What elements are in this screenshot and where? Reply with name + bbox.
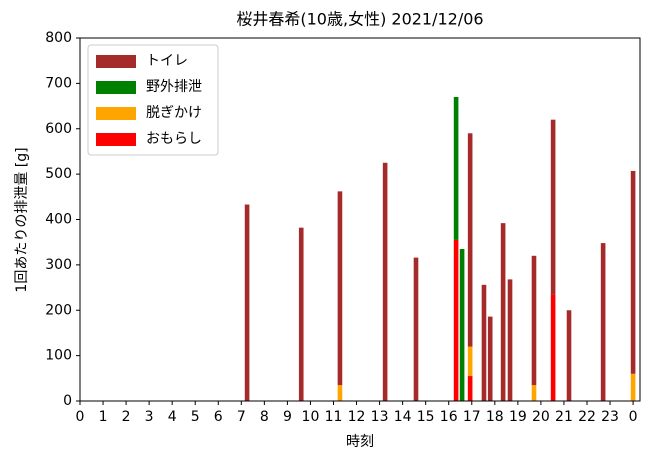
bar-segment [453,239,459,401]
plot-frame [79,37,641,402]
x-tick-label: 13 [371,409,389,425]
bar-segment [467,346,473,377]
x-tick-label: 0 [76,409,85,425]
x-tick-label: 4 [168,409,177,425]
x-tick-label: 1 [99,409,108,425]
bar-segment [413,257,419,401]
x-tick-label: 6 [214,409,223,425]
bar-segment [337,385,343,401]
legend-label: おもらし [146,131,202,147]
bar-segment [467,133,473,347]
bar-segment [630,373,636,401]
y-axis-label: 1回あたりの排泄量 [g] [14,147,30,292]
bar-segment [459,248,465,401]
bar-segment [244,204,250,401]
x-tick-label: 7 [237,409,246,425]
y-tick-label: 700 [45,75,72,91]
x-tick-label: 3 [145,409,154,425]
y-tick-label: 400 [45,212,72,228]
legend-swatch [96,107,136,120]
x-tick-label: 5 [191,409,200,425]
bar-segment [550,119,556,295]
x-tick-label: 20 [532,409,550,425]
chart-title: 桜井春希(10歳,女性) 2021/12/06 [236,10,483,29]
bar-segment [566,310,572,401]
y-tick-label: 200 [45,302,72,318]
x-tick-label: 17 [463,409,481,425]
x-tick-label: 12 [348,409,366,425]
bar-segment [337,191,343,386]
legend-swatch [96,133,136,146]
x-tick-label: 19 [509,409,527,425]
x-tick-label: 2 [122,409,131,425]
x-tick-label: 14 [394,409,412,425]
x-tick-label: 21 [555,409,573,425]
bar-segment [500,223,506,401]
bar-segment [531,385,537,401]
bar-segment [382,162,388,401]
legend-label: 野外排泄 [146,79,202,95]
x-tick-label: 18 [486,409,504,425]
y-tick-label: 500 [45,166,72,182]
legend-swatch [96,55,136,68]
y-tick-label: 0 [63,393,72,409]
bar-segment [550,294,556,401]
x-tick-label: 23 [601,409,619,425]
bar-segment [531,255,537,386]
x-tick-label: 0 [629,409,638,425]
y-tick-label: 600 [45,121,72,137]
y-tick-label: 800 [45,30,72,46]
bar-segment [481,284,487,401]
legend-label: 脱ぎかけ [146,105,202,121]
bar-segment [298,227,304,401]
x-tick-label: 9 [283,409,292,425]
bar-segment [600,243,606,401]
bar-segment [507,279,513,401]
y-tick-label: 100 [45,348,72,364]
x-tick-label: 8 [260,409,269,425]
x-tick-label: 15 [417,409,435,425]
x-tick-label: 16 [440,409,458,425]
legend-label: トイレ [146,53,188,69]
x-tick-label: 11 [325,409,343,425]
bar-segment [630,170,636,374]
legend-swatch [96,81,136,94]
x-tick-label: 22 [578,409,596,425]
bar-segment [467,376,473,401]
x-axis-label: 時刻 [346,434,374,450]
y-tick-label: 300 [45,257,72,273]
legend-box [87,44,219,156]
bar-segment [487,316,493,401]
bar-segment [453,96,459,240]
x-tick-label: 10 [302,409,320,425]
